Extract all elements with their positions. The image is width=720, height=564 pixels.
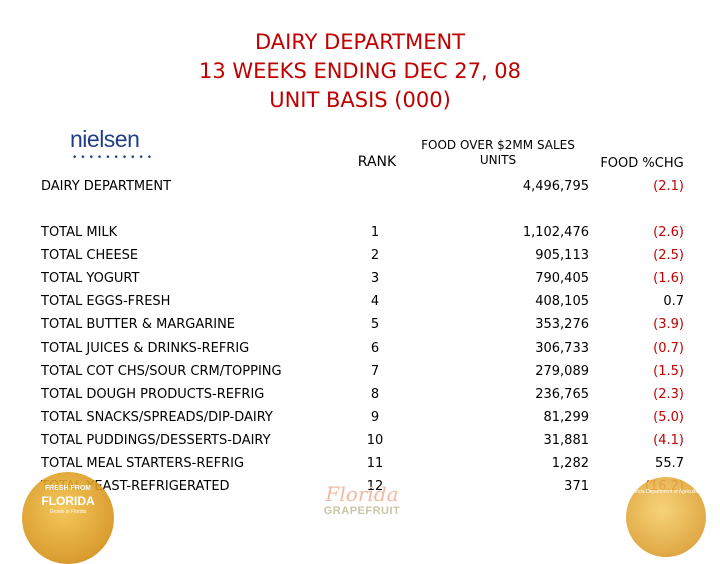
row-label: TOTAL COT CHS/SOUR CRM/TOPPING bbox=[41, 363, 282, 379]
table-row: TOTAL JUICES & DRINKS-REFRIG 6 306,733 (0.7… bbox=[0, 339, 720, 359]
row-rank: 3 bbox=[370, 271, 380, 287]
row-pct-change: 0.7 bbox=[663, 294, 684, 310]
table-row: TOTAL COT CHS/SOUR CRM/TOPPING 7 279,089 (1… bbox=[0, 362, 720, 382]
row-pct-change: (5.0) bbox=[653, 409, 684, 425]
row-units: 1,282 bbox=[551, 456, 589, 471]
row-label: TOTAL MEAL STARTERS-REFRIG bbox=[41, 456, 245, 471]
row-rank: 10 bbox=[366, 432, 384, 448]
table-row: TOTAL MEAL STARTERS-REFRIG 11 1,282 55.7 bbox=[0, 454, 720, 474]
row-units: 81,299 bbox=[543, 409, 590, 425]
nielsen-logo-word: nielsen bbox=[70, 126, 140, 152]
table-row: TOTAL SNACKS/SPREADS/DIP-DAIRY 9 81,299 (5.… bbox=[0, 408, 720, 428]
row-pct-change: (0.7) bbox=[653, 340, 684, 356]
units-header-line-2: UNITS bbox=[479, 153, 517, 167]
badge-right-text: Florida Department of Agriculture bbox=[629, 489, 703, 495]
row-label: TOTAL CHEESE bbox=[41, 248, 139, 264]
row-units: 31,881 bbox=[543, 432, 590, 448]
row-pct-change: (1.6) bbox=[653, 271, 684, 287]
pct-change-column-header: FOOD %CHG bbox=[600, 156, 684, 171]
department-total-row: DAIRY DEPARTMENT 4,496,795 (2.1) bbox=[0, 177, 720, 197]
row-pct-change: (2.6) bbox=[653, 225, 684, 240]
grapefruit-logo-word: GRAPEFRUIT bbox=[323, 505, 401, 517]
row-rank: 5 bbox=[370, 317, 380, 333]
row-rank: 11 bbox=[366, 456, 384, 471]
department-label: DAIRY DEPARTMENT bbox=[41, 179, 172, 194]
row-units: 279,089 bbox=[535, 363, 589, 379]
title-line-1: DAIRY DEPARTMENT bbox=[254, 30, 466, 54]
florida-agriculture-badge: Florida Department of Agriculture bbox=[626, 477, 706, 557]
row-label: TOTAL PUDDINGS/DESSERTS-DAIRY bbox=[41, 432, 271, 448]
row-rank: 7 bbox=[370, 363, 380, 379]
row-pct-change: (2.3) bbox=[653, 386, 684, 402]
rank-column-header: RANK bbox=[357, 154, 397, 170]
table-row: TOTAL PUDDINGS/DESSERTS-DAIRY 10 31,881 (4.… bbox=[0, 431, 720, 451]
table-row: TOTAL DOUGH PRODUCTS-REFRIG 8 236,765 (2.3) bbox=[0, 385, 720, 405]
table-row: TOTAL BUTTER & MARGARINE 5 353,276 (3.9) bbox=[0, 315, 720, 335]
row-units: 236,765 bbox=[535, 386, 589, 402]
row-rank: 2 bbox=[370, 248, 380, 264]
row-units: 306,733 bbox=[535, 340, 589, 356]
row-units: 905,113 bbox=[535, 248, 589, 264]
grapefruit-logo-script: Florida bbox=[325, 482, 399, 506]
title-line-3: UNIT BASIS (000) bbox=[269, 88, 451, 112]
row-rank: 8 bbox=[370, 386, 380, 402]
row-label: TOTAL DOUGH PRODUCTS-REFRIG bbox=[41, 386, 265, 402]
row-rank: 12 bbox=[366, 479, 384, 495]
badge-left-line-1: FRESH FROM bbox=[44, 485, 92, 492]
row-units: 371 bbox=[564, 479, 589, 495]
row-pct-change: (4.1) bbox=[653, 432, 684, 448]
row-label: TOTAL EGGS-FRESH bbox=[41, 294, 171, 310]
table-row: TOTAL CHEESE 2 905,113 (2.5) bbox=[0, 246, 720, 266]
nielsen-logo: nielsen •••••••••• bbox=[70, 126, 152, 163]
row-units: 408,105 bbox=[535, 294, 589, 310]
row-pct-change: (2.5) bbox=[653, 248, 684, 264]
row-rank: 1 bbox=[370, 225, 380, 240]
units-header-line-1: FOOD OVER $2MM SALES bbox=[421, 138, 575, 152]
row-label: TOTAL BUTTER & MARGARINE bbox=[41, 317, 236, 333]
row-pct-change: 55.7 bbox=[655, 456, 684, 471]
row-rank: 9 bbox=[370, 409, 380, 425]
row-label: TOTAL SNACKS/SPREADS/DIP-DAIRY bbox=[41, 409, 273, 425]
row-pct-change: (3.9) bbox=[653, 317, 684, 333]
badge-left-line-2: FLORIDA bbox=[41, 494, 95, 508]
florida-grapefruit-logo: Florida GRAPEFRUIT bbox=[314, 484, 410, 524]
units-column-header: FOOD OVER $2MM SALES UNITS bbox=[412, 138, 584, 168]
row-units: 790,405 bbox=[535, 271, 589, 287]
title-line-2: 13 WEEKS ENDING DEC 27, 08 bbox=[198, 59, 522, 83]
table-row: TOTAL YOGURT 3 790,405 (1.6) bbox=[0, 269, 720, 289]
row-rank: 6 bbox=[370, 340, 380, 356]
row-units: 1,102,476 bbox=[522, 225, 589, 240]
table-row: TOTAL EGGS-FRESH 4 408,105 0.7 bbox=[0, 292, 720, 312]
row-label: TOTAL YOGURT bbox=[41, 271, 140, 287]
row-rank: 4 bbox=[370, 294, 380, 310]
row-pct-change: (1.5) bbox=[653, 363, 684, 379]
fresh-from-florida-badge: FRESH FROM FLORIDA Grown in Florida bbox=[22, 472, 114, 564]
badge-left-line-3: Grown in Florida bbox=[49, 509, 87, 515]
page-title: DAIRY DEPARTMENT 13 WEEKS ENDING DEC 27,… bbox=[0, 28, 720, 115]
department-units: 4,496,795 bbox=[522, 179, 589, 194]
nielsen-logo-dots: •••••••••• bbox=[72, 153, 156, 163]
department-pct: (2.1) bbox=[653, 179, 684, 194]
row-label: TOTAL MILK bbox=[41, 225, 118, 240]
row-label: TOTAL JUICES & DRINKS-REFRIG bbox=[41, 340, 250, 356]
table-row: TOTAL MILK 1 1,102,476 (2.6) bbox=[0, 223, 720, 243]
row-units: 353,276 bbox=[535, 317, 589, 333]
